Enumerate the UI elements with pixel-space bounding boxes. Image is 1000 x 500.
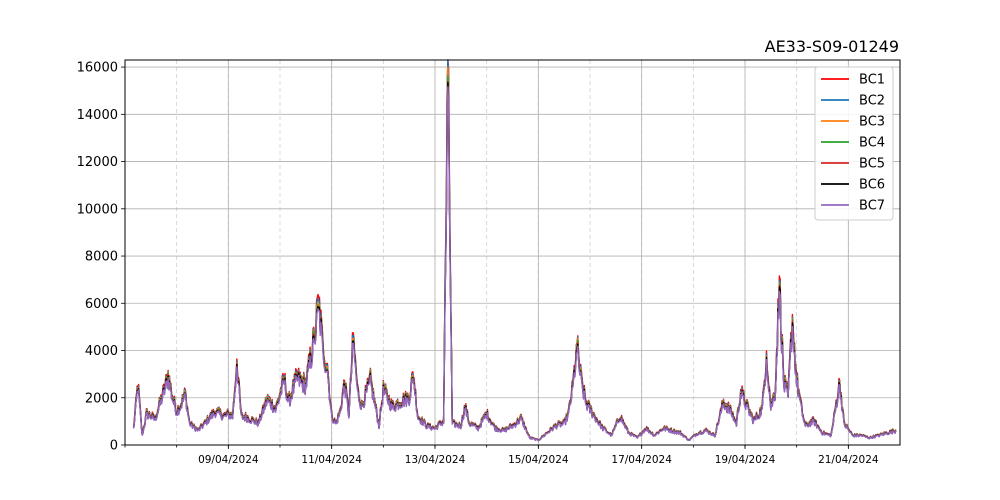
x-tick-label: 09/04/2024 [198, 454, 259, 466]
legend-box [814, 66, 894, 221]
y-tick-label: 12000 [77, 155, 118, 170]
x-axis: 09/04/2024 11/04/2024 13/04/2024 15/04/2024… [124, 445, 879, 466]
y-tick-label: 2000 [85, 391, 118, 406]
y-tick-label: 14000 [77, 108, 118, 123]
y-tick-label: 10000 [77, 202, 118, 217]
legend-label: BC4 [859, 136, 885, 151]
y-tick-label: 4000 [85, 344, 118, 359]
x-tick-label: 21/04/2024 [818, 454, 879, 466]
legend-label: BC5 [859, 157, 885, 172]
chart-title: AE33-S09-01249 [765, 37, 899, 56]
series-line-bc7 [132, 86, 897, 442]
legend-label: BC3 [859, 115, 885, 130]
plot-frame [124, 59, 901, 446]
x-tick-label: 15/04/2024 [508, 454, 569, 466]
y-axis: 0 2000 4000 6000 8000 10000 12000 14000 16000 [77, 61, 125, 454]
y-tick-label: 0 [110, 439, 118, 454]
x-tick-label: 13/04/2024 [405, 454, 466, 466]
series-lines [132, 59, 897, 442]
legend-label: BC7 [859, 199, 885, 214]
legend-label: BC1 [859, 73, 885, 88]
x-tick-label: 11/04/2024 [301, 454, 362, 466]
y-tick-label: 8000 [85, 250, 118, 265]
x-tick-label: 19/04/2024 [715, 454, 776, 466]
legend-label: BC6 [859, 178, 885, 193]
legend: BC1 BC2 BC3 BC4 BC5 BC6 BC7 [814, 66, 894, 221]
y-tick-label: 6000 [85, 297, 118, 312]
x-tick-label: 17/04/2024 [611, 454, 672, 466]
legend-label: BC2 [859, 94, 885, 109]
y-tick-label: 16000 [77, 61, 118, 76]
